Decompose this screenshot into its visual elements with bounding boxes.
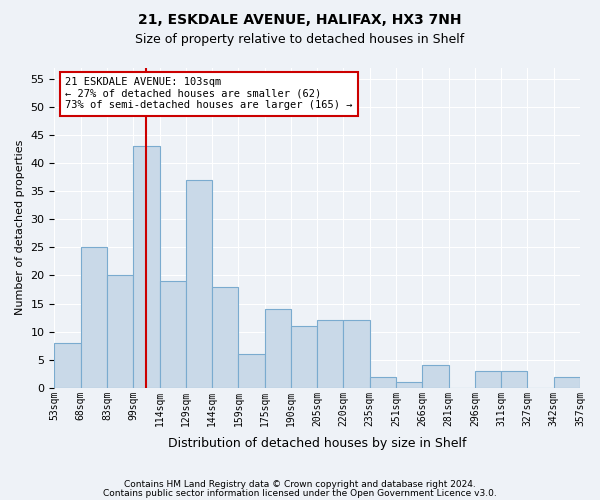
- Text: 21, ESKDALE AVENUE, HALIFAX, HX3 7NH: 21, ESKDALE AVENUE, HALIFAX, HX3 7NH: [138, 12, 462, 26]
- Bar: [396, 382, 422, 388]
- Bar: [422, 366, 449, 388]
- Bar: [554, 376, 580, 388]
- Bar: [80, 248, 107, 388]
- Bar: [343, 320, 370, 388]
- Text: Contains public sector information licensed under the Open Government Licence v3: Contains public sector information licen…: [103, 489, 497, 498]
- Y-axis label: Number of detached properties: Number of detached properties: [15, 140, 25, 316]
- Bar: [265, 309, 291, 388]
- Bar: [291, 326, 317, 388]
- Text: Size of property relative to detached houses in Shelf: Size of property relative to detached ho…: [136, 32, 464, 46]
- Bar: [501, 371, 527, 388]
- Text: Contains HM Land Registry data © Crown copyright and database right 2024.: Contains HM Land Registry data © Crown c…: [124, 480, 476, 489]
- Bar: [186, 180, 212, 388]
- Bar: [160, 281, 186, 388]
- Bar: [475, 371, 501, 388]
- Bar: [212, 286, 238, 388]
- Bar: [317, 320, 343, 388]
- Bar: [370, 376, 396, 388]
- Bar: [133, 146, 160, 388]
- Text: 21 ESKDALE AVENUE: 103sqm
← 27% of detached houses are smaller (62)
73% of semi-: 21 ESKDALE AVENUE: 103sqm ← 27% of detac…: [65, 77, 352, 110]
- Bar: [107, 276, 133, 388]
- X-axis label: Distribution of detached houses by size in Shelf: Distribution of detached houses by size …: [168, 437, 466, 450]
- Bar: [55, 343, 80, 388]
- Bar: [238, 354, 265, 388]
